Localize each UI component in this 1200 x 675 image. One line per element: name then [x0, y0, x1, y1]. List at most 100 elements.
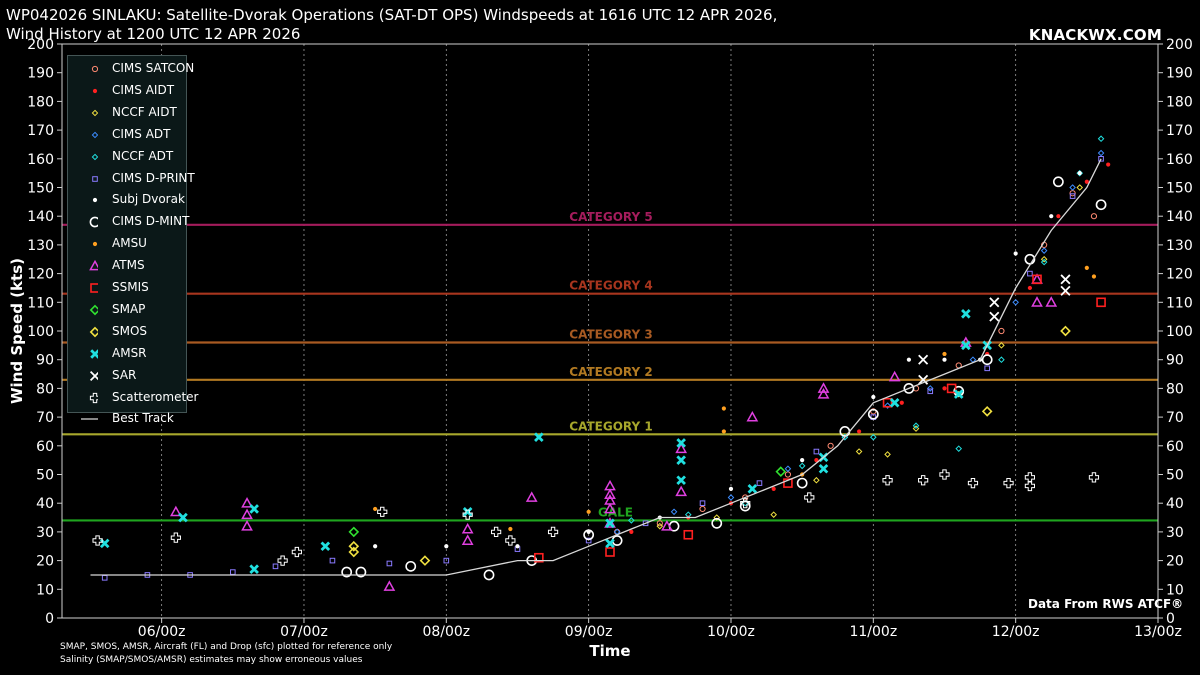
y-tick-label-right-120: 120 [1166, 267, 1193, 283]
point-atms-8 [604, 479, 616, 491]
point-atms-1 [241, 497, 253, 508]
x-tick-label-12/00z: 12/00z [992, 624, 1040, 640]
legend-marker-cims-satcon [91, 65, 98, 73]
point-nccf-aidt-10 [1076, 184, 1084, 191]
legend-symbol-smos [89, 326, 98, 338]
point-nccf-aidt-5 [884, 451, 891, 458]
legend-marker-amsu [92, 242, 98, 247]
series-ssmis [534, 274, 1106, 563]
point-amsr-2 [249, 564, 259, 574]
y-tick-label-right-10: 10 [1166, 582, 1184, 598]
point-ssmis-7 [1096, 297, 1106, 308]
y-tick-label-left-140: 140 [27, 209, 54, 225]
point-subj-dvorak-8 [906, 357, 912, 362]
point-ssmis-3 [783, 478, 793, 488]
point-cims-d-mint-17 [1052, 176, 1064, 188]
legend-label-nccf-aidt: NCCF AIDT [112, 104, 177, 119]
point-atms-5 [461, 522, 474, 534]
legend-marker-scatterometer [89, 392, 98, 403]
y-tick-label-right-170: 170 [1166, 123, 1193, 139]
legend-item-smos: SMOS [68, 321, 186, 343]
series-subj-dvorak [373, 171, 1082, 549]
point-sar-1 [918, 374, 929, 385]
point-cims-adt-2 [727, 494, 735, 501]
legend-item-subj-dvorak: Subj Dvorak [68, 189, 186, 211]
point-nccf-adt-8 [998, 356, 1005, 364]
legend-symbol-cims-aidt [92, 88, 98, 93]
point-nccf-aidt-3 [813, 476, 820, 484]
point-nccf-adt-9 [1040, 258, 1048, 266]
y-tick-label-right-30: 30 [1166, 525, 1184, 541]
point-cims-d-mint-5 [583, 529, 595, 541]
point-nccf-adt-0 [628, 517, 635, 524]
point-smos-0 [348, 540, 360, 552]
point-smap-1 [775, 466, 787, 477]
point-scatterometer-16 [1024, 472, 1035, 483]
legend-symbol-cims-satcon [91, 65, 98, 73]
point-cims-adt-8 [1012, 298, 1019, 306]
point-amsr-12 [747, 484, 758, 494]
footnote-line1: SMAP, SMOS, AMSR, Aircraft (FL) and Drop… [60, 642, 393, 652]
point-cims-d-print-17 [1027, 270, 1033, 277]
point-atms-16 [746, 410, 759, 422]
legend-item-smap: SMAP [68, 299, 186, 321]
legend-label-atms: ATMS [112, 258, 145, 273]
point-cims-adt-9 [1040, 247, 1048, 254]
legend-label-cims-d-mint: CIMS D-MINT [112, 214, 190, 229]
legend-marker-atms [89, 259, 98, 271]
footnote: SMAP, SMOS, AMSR, Aircraft (FL) and Drop… [60, 641, 392, 667]
point-amsr-18 [961, 308, 971, 319]
x-tick-label-06/00z: 06/00z [138, 624, 186, 640]
legend-marker-cims-aidt [92, 88, 98, 93]
point-nccf-aidt-9 [1040, 255, 1048, 263]
point-subj-dvorak-9 [942, 357, 947, 362]
point-subj-dvorak-0 [373, 544, 378, 549]
point-sar-4 [1060, 285, 1071, 296]
point-cims-d-print-11 [699, 500, 706, 506]
point-nccf-adt-6 [912, 422, 920, 430]
legend-item-atms: ATMS [68, 255, 186, 277]
point-cims-aidt-6 [899, 400, 904, 405]
point-subj-dvorak-7 [871, 394, 876, 400]
point-amsr-5 [462, 507, 473, 517]
point-scatterometer-3 [291, 546, 302, 558]
legend-marker-nccf-aidt [91, 109, 98, 117]
point-cims-d-print-4 [272, 563, 279, 570]
point-scatterometer-17 [1024, 480, 1035, 492]
threshold-label-gale: GALE [598, 505, 633, 519]
point-nccf-adt-5 [870, 433, 877, 441]
point-amsu-0 [373, 506, 378, 512]
legend-marker-ssmis [90, 283, 98, 293]
legend-item-ssmis: SSMIS [68, 277, 186, 299]
legend-item-nccf-adt: NCCF ADT [68, 146, 186, 168]
point-subj-dvorak-2 [515, 544, 520, 549]
point-nccf-aidt-1 [713, 514, 721, 521]
point-amsr-9 [676, 438, 686, 448]
y-tick-label-left-170: 170 [27, 123, 54, 139]
legend-label-subj-dvorak: Subj Dvorak [112, 192, 185, 207]
point-atms-11 [604, 502, 616, 514]
point-smos-3 [981, 406, 993, 417]
y-tick-label-right-200: 200 [1166, 37, 1193, 53]
point-cims-d-mint-13 [903, 382, 915, 394]
legend-item-sar: SAR [68, 365, 186, 387]
point-cims-satcon-5 [827, 442, 834, 449]
y-tick-label-right-90: 90 [1166, 353, 1184, 369]
point-smos-1 [348, 546, 360, 558]
data-source-label: Data From RWS ATCF® [1028, 597, 1184, 611]
point-subj-dvorak-12 [1049, 214, 1054, 219]
point-ssmis-6 [1032, 274, 1042, 285]
threshold-label-category-3: CATEGORY 3 [569, 327, 652, 341]
point-ssmis-1 [605, 547, 615, 557]
y-tick-label-left-80: 80 [36, 381, 54, 397]
point-subj-dvorak-13 [1077, 171, 1082, 176]
point-cims-d-print-16 [984, 365, 990, 372]
legend-label-cims-aidt: CIMS AIDT [112, 82, 175, 97]
legend-symbol-ssmis [90, 283, 98, 293]
point-amsr-16 [953, 389, 964, 399]
point-atms-14 [675, 442, 688, 454]
point-amsu-8 [1091, 274, 1097, 279]
y-tick-label-right-0: 0 [1166, 611, 1175, 627]
axes: 0 0 10 10 20 20 30 30 40 40 50 50 60 60 70 70 80 80 90 90 10… [8, 37, 1193, 660]
legend-label-best-track: Best Track [112, 411, 174, 426]
